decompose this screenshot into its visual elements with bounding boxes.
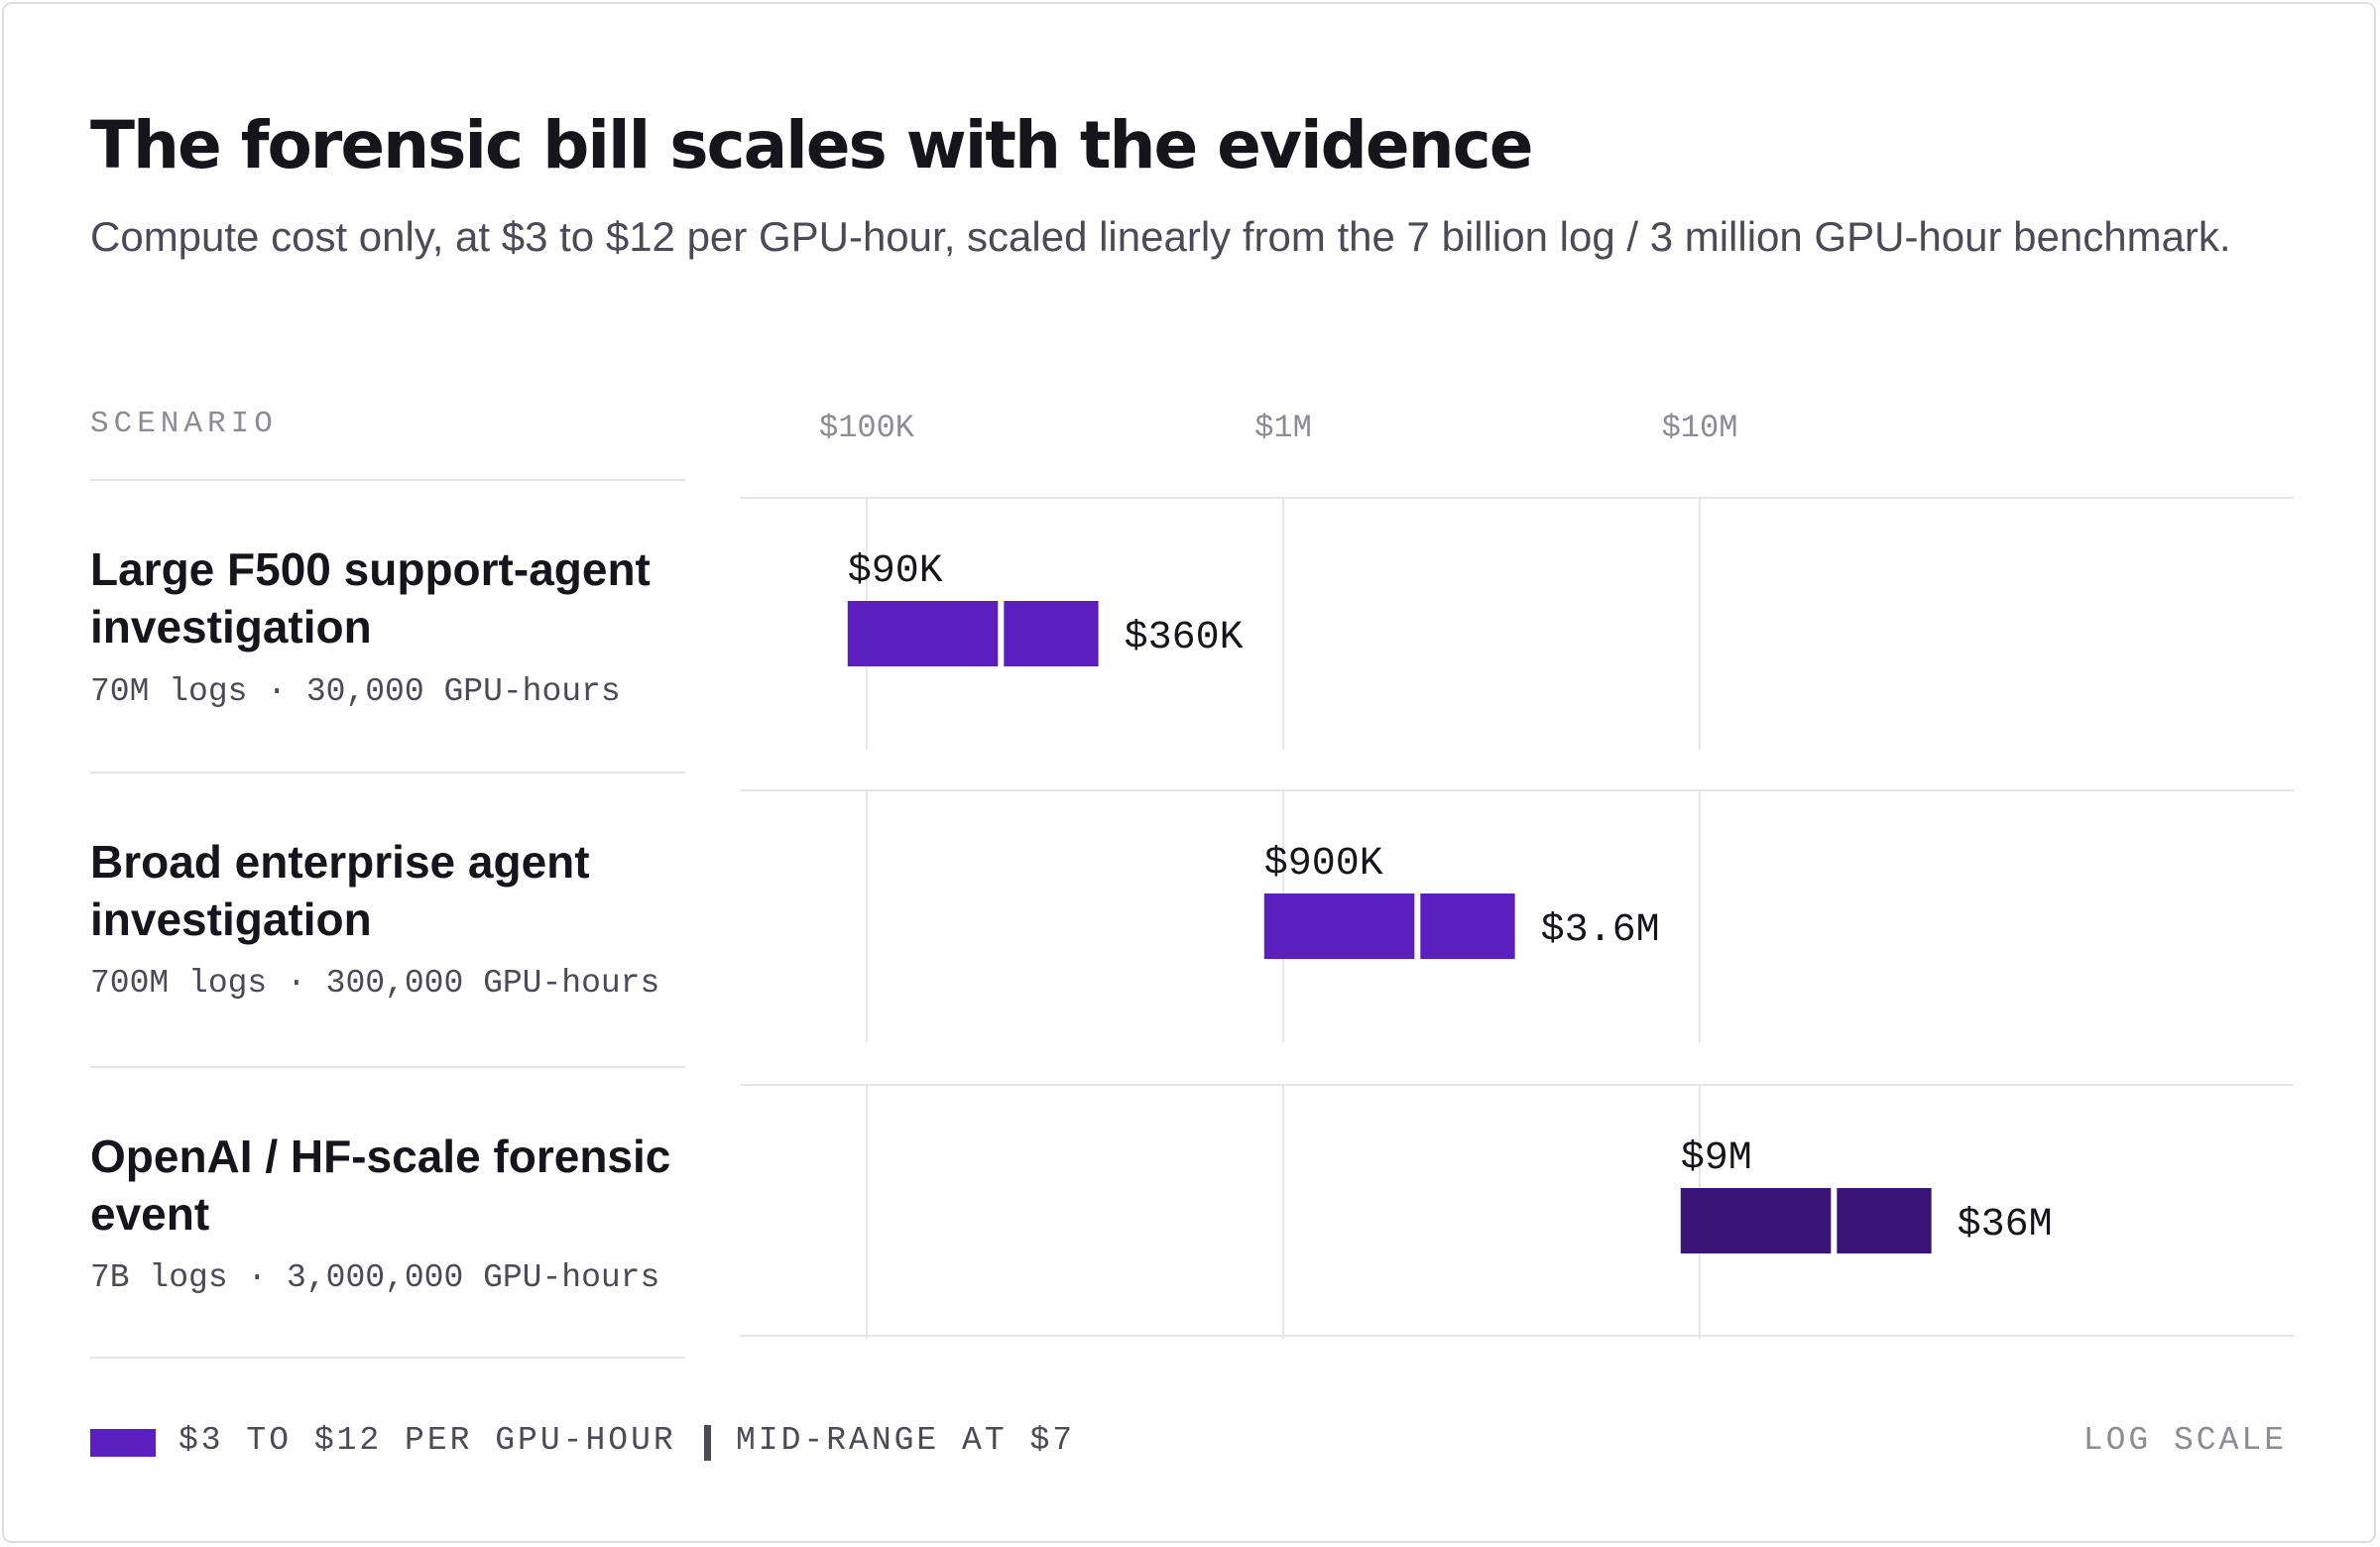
gridline <box>1282 497 1284 750</box>
row-divider <box>90 772 685 774</box>
scenario-title: Large F500 support-agent investigation <box>90 543 651 653</box>
gridline <box>1699 789 1701 1042</box>
chart-title: The forensic bill scales with the eviden… <box>90 107 1533 183</box>
log-scale-label: LOG SCALE <box>2082 1422 2287 1459</box>
legend-range-swatch <box>90 1429 156 1457</box>
row-divider <box>90 479 685 481</box>
low-value-label: $900K <box>1264 842 1383 887</box>
range-bar <box>1680 1188 1932 1253</box>
high-value-label: $36M <box>1958 1203 2053 1248</box>
row-top-border <box>741 497 2294 499</box>
row-divider <box>90 1357 685 1359</box>
x-tick-label: $1M <box>1254 410 1312 446</box>
row-top-border <box>741 1084 2294 1086</box>
legend-range-label: $3 TO $12 PER GPU-HOUR <box>178 1422 676 1459</box>
high-value-label: $360K <box>1125 616 1244 660</box>
scenario-column-header: SCENARIO <box>90 407 278 441</box>
chart-subtitle: Compute cost only, at $3 to $12 per GPU-… <box>90 213 2231 260</box>
row-divider <box>90 1066 685 1068</box>
scenario-title: Broad enterprise agent investigation <box>90 836 590 945</box>
x-tick-label: $10M <box>1662 410 1738 446</box>
gridline <box>1699 497 1701 750</box>
x-tick-label: $100K <box>819 410 915 446</box>
scenario-meta: 700M logs · 300,000 GPU-hours <box>90 965 660 1002</box>
low-value-label: $9M <box>1681 1136 1752 1181</box>
legend-mid-label: MID-RANGE AT $7 <box>736 1422 1076 1459</box>
high-value-label: $3.6M <box>1541 908 1660 953</box>
low-value-label: $90K <box>848 549 943 594</box>
legend-mid-marker <box>704 1425 711 1461</box>
range-bar <box>847 601 1099 666</box>
range-bar <box>1263 893 1515 959</box>
gridline <box>866 789 868 1042</box>
mid-range-marker <box>998 601 1005 666</box>
gridline <box>1282 1084 1284 1339</box>
scenario-meta: 7B logs · 3,000,000 GPU-hours <box>90 1259 660 1296</box>
row-top-border <box>741 789 2294 791</box>
scenario-title: OpenAI / HF-scale forensic event <box>90 1130 671 1240</box>
scenario-meta: 70M logs · 30,000 GPU-hours <box>90 673 621 710</box>
gridline <box>866 1084 868 1339</box>
plot-bottom-border <box>741 1335 2294 1337</box>
mid-range-marker <box>1414 893 1421 959</box>
mid-range-marker <box>1831 1188 1838 1253</box>
